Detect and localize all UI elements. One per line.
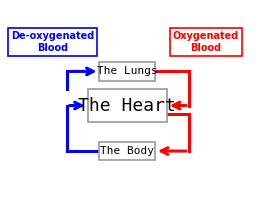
FancyBboxPatch shape xyxy=(99,61,155,81)
Text: The Body: The Body xyxy=(100,146,154,156)
FancyBboxPatch shape xyxy=(88,89,167,122)
FancyBboxPatch shape xyxy=(99,142,155,160)
Text: The Heart: The Heart xyxy=(78,97,176,114)
Text: The Lungs: The Lungs xyxy=(97,66,158,76)
Text: Oxygenated
Blood: Oxygenated Blood xyxy=(173,31,239,53)
Text: De-oxygenated
Blood: De-oxygenated Blood xyxy=(11,31,94,53)
